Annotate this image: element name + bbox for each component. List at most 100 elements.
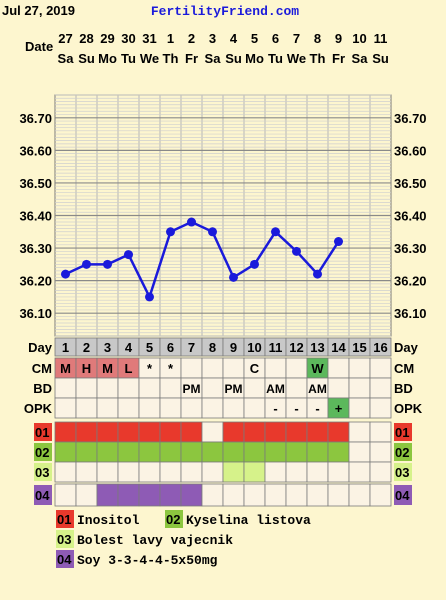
r3-cell	[348, 461, 371, 483]
r4-cell	[54, 483, 77, 507]
bd-cell	[96, 377, 119, 399]
legend-label: Bolest lavy vajecnik	[77, 533, 233, 548]
cm-cell	[285, 357, 308, 379]
date-label: 2	[188, 31, 195, 46]
opk-cell	[369, 397, 392, 419]
day-value: 12	[289, 340, 303, 355]
r1-cell	[264, 421, 287, 443]
weekday-label: Su	[225, 51, 242, 66]
r3-cell	[285, 461, 308, 483]
r2-cell	[369, 441, 392, 463]
r4-cell	[180, 483, 203, 507]
row-code-badge-left	[34, 423, 52, 441]
row-code-label-left: 01	[35, 425, 49, 440]
weekday-label: Sa	[58, 51, 75, 66]
cm-value: M	[60, 361, 71, 376]
cm-value: C	[250, 361, 260, 376]
opk-row-label-left: OPK	[24, 401, 53, 416]
day-value: 10	[247, 340, 261, 355]
legend-label: Kyselina listova	[186, 513, 311, 528]
r4-cell	[75, 483, 98, 507]
temperature-point	[271, 227, 280, 237]
opk-cell	[96, 397, 119, 419]
bd-row-label-left: BD	[33, 381, 52, 396]
row-code-label-right: 04	[395, 488, 410, 503]
r4-cell	[138, 483, 161, 507]
temperature-point	[334, 237, 343, 247]
bd-value: PM	[225, 382, 243, 396]
r1-cell	[159, 421, 182, 443]
weekday-label: Sa	[205, 51, 222, 66]
r3-cell	[138, 461, 161, 483]
temperature-point	[61, 269, 70, 279]
temperature-point	[124, 250, 133, 260]
day-value: 15	[352, 340, 366, 355]
date-label: 6	[272, 31, 279, 46]
r2-cell	[222, 441, 245, 463]
temperature-point	[82, 259, 91, 269]
bd-row-label-right: BD	[394, 381, 413, 396]
bd-cell	[201, 377, 224, 399]
weekday-label: We	[287, 51, 306, 66]
r3-cell	[180, 461, 203, 483]
opk-value: -	[294, 401, 298, 416]
r4-cell	[327, 483, 350, 507]
y-tick-right: 36.20	[394, 274, 427, 289]
r1-cell	[348, 421, 371, 443]
row-code-label-left: 02	[35, 445, 49, 460]
r4-cell	[348, 483, 371, 507]
r2-cell	[75, 441, 98, 463]
cm-cell	[348, 357, 371, 379]
weekday-label: Fr	[185, 51, 198, 66]
y-tick-left: 36.60	[19, 143, 52, 158]
opk-value: -	[315, 401, 319, 416]
date-label: 29	[100, 31, 114, 46]
row-code-label-left: 04	[35, 488, 50, 503]
r4-cell	[117, 483, 140, 507]
day-value: 8	[209, 340, 216, 355]
opk-cell	[138, 397, 161, 419]
r3-cell	[243, 461, 266, 483]
cm-value: *	[168, 361, 174, 376]
r1-cell	[243, 421, 266, 443]
opk-cell	[159, 397, 182, 419]
temperature-point	[292, 246, 301, 256]
day-value: 1	[62, 340, 69, 355]
r1-cell	[222, 421, 245, 443]
opk-value: +	[335, 401, 343, 416]
r2-cell	[159, 441, 182, 463]
weekday-label: Su	[372, 51, 389, 66]
r4-cell	[222, 483, 245, 507]
r2-cell	[96, 441, 119, 463]
date-label: 11	[374, 31, 388, 46]
date-label: 10	[352, 31, 366, 46]
day-value: 7	[188, 340, 195, 355]
opk-cell	[243, 397, 266, 419]
r1-cell	[180, 421, 203, 443]
opk-row-label-right: OPK	[394, 401, 423, 416]
legend-swatch	[56, 530, 74, 548]
row-code-badge-right	[394, 423, 412, 441]
temperature-point	[208, 227, 217, 237]
day-value: 3	[104, 340, 111, 355]
day-value: 6	[167, 340, 174, 355]
cm-value: L	[125, 361, 133, 376]
day-value: 4	[125, 340, 133, 355]
bd-cell	[54, 377, 77, 399]
r3-cell	[327, 461, 350, 483]
row-code-badge-right	[394, 463, 412, 481]
bd-cell	[138, 377, 161, 399]
date-label: 5	[251, 31, 258, 46]
row-code-badge-right	[394, 443, 412, 461]
r4-cell	[264, 483, 287, 507]
opk-cell	[54, 397, 77, 419]
date-row-label: Date	[25, 39, 53, 54]
r2-cell	[264, 441, 287, 463]
r3-cell	[222, 461, 245, 483]
bd-cell	[243, 377, 266, 399]
day-value: 14	[331, 340, 346, 355]
r2-cell	[285, 441, 308, 463]
weekday-label: Tu	[268, 51, 283, 66]
r2-cell	[180, 441, 203, 463]
r4-cell	[306, 483, 329, 507]
